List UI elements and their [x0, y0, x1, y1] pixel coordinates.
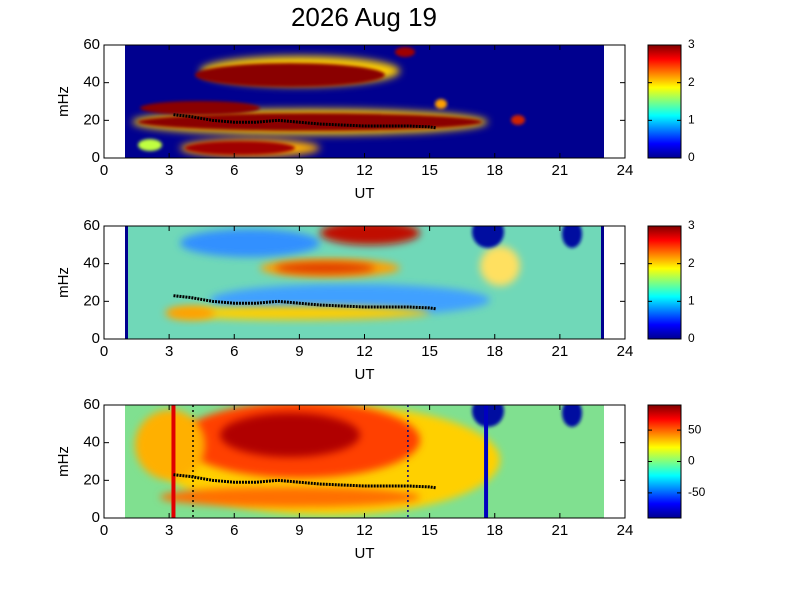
spectrogram-region [472, 226, 504, 248]
spectrogram-region [562, 226, 582, 248]
spectrogram [125, 405, 604, 518]
spectrogram-region [170, 306, 430, 320]
data-edge [125, 226, 128, 339]
spectrogram-region [435, 99, 447, 109]
colorbar-tick-label: 50 [688, 422, 702, 436]
y-tick-label: 20 [83, 292, 100, 309]
colorbar-tick-label: 2 [688, 75, 695, 89]
colorbar-tick-label: -50 [688, 485, 706, 499]
spectrogram-region [220, 413, 360, 457]
x-tick-label: 21 [552, 162, 569, 179]
x-tick-label: 21 [552, 343, 569, 360]
x-axis-label: UT [355, 185, 375, 202]
y-axis-label: mHz [55, 446, 72, 477]
x-axis-label: UT [355, 366, 375, 383]
x-tick-label: 24 [617, 522, 634, 539]
x-tick-label: 12 [356, 343, 373, 360]
spectrogram-region [480, 246, 520, 286]
x-tick-label: 15 [421, 522, 438, 539]
x-tick-label: 6 [230, 162, 238, 179]
y-tick-label: 20 [83, 111, 100, 128]
colorbar-tick-label: 3 [688, 37, 695, 51]
frequency-trace [173, 473, 437, 490]
spectrogram-region [511, 115, 525, 125]
x-tick-label: 9 [295, 162, 303, 179]
colorbar-ticks: 0 1 2 3 [648, 218, 695, 345]
x-tick-label: 3 [165, 162, 173, 179]
colorbar-ticks: -50 0 50 [648, 422, 706, 499]
y-tick-label: 60 [83, 36, 100, 53]
y-tick-label: 60 [83, 217, 100, 234]
y-tick-label: 40 [83, 255, 100, 272]
frequency-trace [173, 294, 437, 311]
spectrogram-region [275, 262, 375, 274]
x-tick-label: 18 [486, 162, 503, 179]
y-tick-label: 0 [92, 330, 100, 347]
y-tick-label: 40 [83, 434, 100, 451]
x-tick-label: 15 [421, 162, 438, 179]
colorbar-tick-label: 2 [688, 256, 695, 270]
y-axis-label: mHz [55, 86, 72, 117]
spectrogram [125, 226, 604, 339]
x-tick-label: 18 [486, 522, 503, 539]
x-tick-label: 12 [356, 522, 373, 539]
colorbar [647, 225, 682, 340]
y-tick-label: 60 [83, 396, 100, 413]
spectrogram-region [195, 63, 385, 87]
spectrogram-region [165, 306, 215, 320]
x-tick-label: 15 [421, 343, 438, 360]
x-tick-label: 3 [165, 343, 173, 360]
spectrogram-region [140, 101, 260, 115]
spectrogram-region [138, 139, 162, 151]
colorbar-tick-label: 3 [688, 218, 695, 232]
spectrogram-region [185, 141, 295, 155]
x-tick-label: 24 [617, 162, 634, 179]
x-tick-label: 3 [165, 522, 173, 539]
spectrogram-region [395, 47, 415, 57]
y-axis-label: mHz [55, 267, 72, 298]
x-tick-label: 9 [295, 522, 303, 539]
colorbar-tick-label: 0 [688, 331, 695, 345]
spectrogram-region [562, 405, 582, 427]
spectrogram-region [160, 487, 420, 507]
y-tick-label: 40 [83, 74, 100, 91]
data-edge [601, 226, 604, 339]
colorbar-tick-label: 1 [688, 113, 695, 127]
colorbar-tick-label: 1 [688, 294, 695, 308]
y-tick-label: 20 [83, 471, 100, 488]
x-tick-label: 0 [100, 343, 108, 360]
x-tick-label: 9 [295, 343, 303, 360]
frequency-trace [173, 113, 437, 130]
colorbar-ticks: 0 1 2 3 [648, 37, 695, 164]
y-tick-label: 0 [92, 509, 100, 526]
spectrogram [125, 45, 604, 158]
colorbar [647, 44, 682, 159]
colorbar-tick-label: 0 [688, 454, 695, 468]
x-tick-label: 12 [356, 162, 373, 179]
spectrogram-region [135, 410, 205, 480]
x-tick-label: 6 [230, 343, 238, 360]
x-tick-label: 24 [617, 343, 634, 360]
x-tick-label: 0 [100, 522, 108, 539]
spectrogram-region [180, 229, 320, 257]
colorbar-tick-label: 0 [688, 150, 695, 164]
x-tick-label: 0 [100, 162, 108, 179]
y-tick-label: 0 [92, 149, 100, 166]
x-tick-label: 6 [230, 522, 238, 539]
x-tick-label: 21 [552, 522, 569, 539]
x-axis-label: UT [355, 545, 375, 562]
chart-title: 2026 Aug 19 [291, 2, 437, 32]
colorbar [647, 404, 682, 519]
x-tick-label: 18 [486, 343, 503, 360]
spectrogram-region [320, 226, 420, 245]
